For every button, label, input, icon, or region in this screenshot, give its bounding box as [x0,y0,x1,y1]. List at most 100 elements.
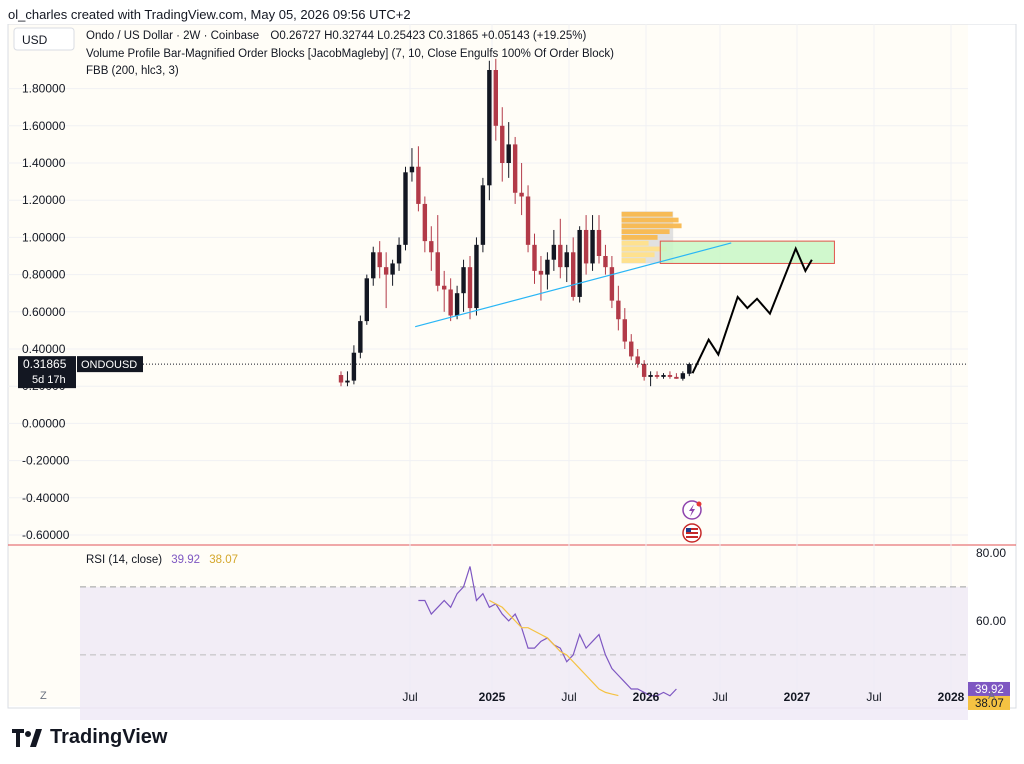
candle-body [622,319,627,342]
price-tick-label: 0.80000 [22,268,66,282]
candle-body [377,252,382,268]
candle-body [403,172,408,245]
candle-body [512,144,518,193]
time-tick-label: Jul [866,690,881,704]
volume-profile-bar [621,235,658,240]
price-tick-label: -0.40000 [22,491,70,505]
candle-body [654,375,660,377]
candle-body [609,267,615,301]
candle-body [564,252,569,268]
rsi-ma-value-tag [968,695,1010,710]
currency-label: USD [22,33,48,47]
candle-body [571,252,576,297]
auto-scale-button[interactable]: A [988,690,996,702]
candle-body [487,70,492,186]
event-icon-us-flag[interactable] [682,523,702,543]
candle-body [596,229,602,256]
price-tick-label: 1.00000 [22,230,66,244]
candle-body [648,375,653,377]
candle-body [629,341,634,357]
axis-zoom-button[interactable]: Z [40,690,47,702]
indicator-1-legend[interactable]: Volume Profile Bar-Magnified Order Block… [86,48,614,60]
time-tick-label: Jul [402,690,417,704]
volume-profile-bars [621,211,682,263]
candle-body [635,356,640,364]
rsi-ma-line [489,599,619,697]
candle-body [383,267,389,275]
candle-body [680,373,686,379]
price-tick-label: 0.60000 [22,305,66,319]
time-axis[interactable]: Jul 2025 Jul 2026 Jul 2027 Jul 2028 [402,690,964,704]
volume-profile-bar [621,223,682,229]
candle-body [390,263,395,275]
indicator-2-legend[interactable]: FBB (200, hlc3, 3) [86,65,179,77]
symbol-legend[interactable]: Ondo / US Dollar · 2W · Coinbase O0.2672… [86,30,586,42]
volume-profile-bar [621,217,679,223]
candle-body [442,285,447,290]
candle-body [396,244,402,264]
candle-body [641,363,647,377]
price-tick-label: 1.40000 [22,156,66,170]
rsi-legend-name: RSI (14, close) [86,554,162,566]
candle-body [416,166,421,204]
price-tick-label: 0.00000 [22,416,66,430]
event-icon-flash[interactable] [682,500,702,520]
candle-body [364,278,369,322]
price-tick-label: -0.60000 [22,528,70,542]
candle-body [551,244,557,260]
candle-body [454,293,460,316]
rsi-axis[interactable]: 80.00 60.00 [976,546,1006,628]
time-tick-label: 2027 [784,690,811,704]
volume-profile-bar [621,211,673,217]
rsi-legend-value: 39.92 [171,554,200,566]
candle-body [687,364,692,374]
candles [338,58,692,387]
candle-body [493,70,498,126]
volume-profile-bar [621,252,655,258]
tradingview-logo-icon [12,728,42,747]
bar-countdown: 5d 17h [32,374,66,386]
rsi-value-tag [968,681,1010,696]
ascending-trendline[interactable] [415,242,732,328]
candle-body [525,196,531,245]
projection-path[interactable] [691,245,813,374]
candle-body [467,267,473,309]
candle-body [532,244,537,271]
chart-credit: ol_charles created with TradingView.com,… [8,7,411,22]
time-tick-label: 2028 [938,690,965,704]
rsi-legend[interactable]: RSI (14, close) 39.92 38.07 [86,554,238,566]
time-tick-label: Jul [712,690,727,704]
rsi-legend-ma-value: 38.07 [209,554,238,566]
price-tick-label: 1.80000 [22,82,66,96]
rsi-ma-value-tag-label: 38.07 [975,698,1004,710]
candle-body [371,252,376,279]
price-chart[interactable]: 1.80000 1.60000 1.40000 1.20000 1.00000 0.800… [0,23,1024,724]
candle-body [474,244,479,309]
rsi-band-fill [80,586,968,724]
candle-body [506,144,511,163]
price-tick-label: 0.40000 [22,342,66,356]
time-tick-label: 2025 [479,690,506,704]
target-zone[interactable] [659,240,835,264]
candle-body [674,376,679,379]
time-tick-label: 2026 [633,690,660,704]
tradingview-logo[interactable]: TradingView [12,726,167,749]
rsi-tick-label: 80.00 [976,546,1006,560]
candle-body [480,185,486,245]
volume-profile-bar [621,240,649,246]
grid [8,24,968,706]
candle-body [558,244,563,268]
candle-body [545,259,550,275]
candle-body [583,229,589,264]
last-price-value: 0.31865 [23,357,67,371]
volume-profile-bar [621,229,670,235]
rsi-value-tag-label: 39.92 [975,684,1004,696]
chart-frame[interactable]: 1.80000 1.60000 1.40000 1.20000 1.00000 0.800… [0,23,1024,724]
volume-profile-bar [621,246,667,252]
candle-body [538,270,544,275]
price-tick-label: -0.20000 [22,454,70,468]
candle-body [338,375,344,383]
currency-box[interactable] [13,27,75,51]
volume-profile-bar [621,258,646,263]
brand-name: TradingView [50,726,168,748]
